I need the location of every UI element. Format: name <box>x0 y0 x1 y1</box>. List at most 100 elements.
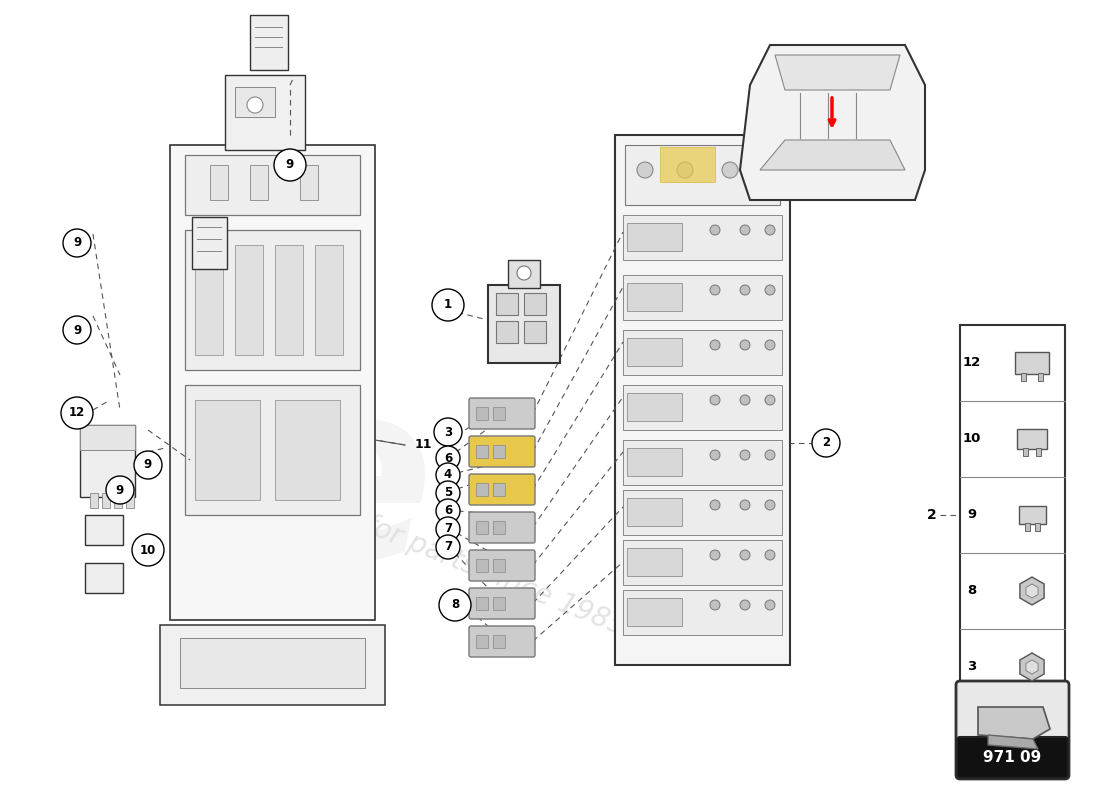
FancyBboxPatch shape <box>195 245 223 355</box>
FancyBboxPatch shape <box>623 215 782 260</box>
FancyBboxPatch shape <box>956 681 1069 779</box>
FancyBboxPatch shape <box>170 145 375 620</box>
FancyBboxPatch shape <box>1019 506 1046 524</box>
FancyBboxPatch shape <box>80 425 135 497</box>
FancyBboxPatch shape <box>476 407 488 420</box>
FancyBboxPatch shape <box>623 330 782 375</box>
FancyBboxPatch shape <box>623 490 782 535</box>
FancyBboxPatch shape <box>493 635 505 648</box>
Polygon shape <box>760 140 905 170</box>
Circle shape <box>637 162 653 178</box>
Text: 6: 6 <box>444 505 452 518</box>
FancyBboxPatch shape <box>476 445 488 458</box>
Circle shape <box>436 463 460 487</box>
FancyBboxPatch shape <box>1023 448 1028 456</box>
Circle shape <box>517 266 531 280</box>
Circle shape <box>274 149 306 181</box>
Text: 10: 10 <box>962 433 981 446</box>
FancyBboxPatch shape <box>469 398 535 429</box>
Text: 3: 3 <box>444 426 452 438</box>
Circle shape <box>106 476 134 504</box>
FancyBboxPatch shape <box>80 425 135 450</box>
Text: 12: 12 <box>69 406 85 419</box>
Circle shape <box>710 450 720 460</box>
FancyBboxPatch shape <box>625 145 780 205</box>
Polygon shape <box>1020 577 1044 605</box>
Circle shape <box>812 429 840 457</box>
FancyBboxPatch shape <box>476 521 488 534</box>
FancyBboxPatch shape <box>85 563 123 593</box>
FancyBboxPatch shape <box>1021 373 1026 381</box>
FancyBboxPatch shape <box>185 155 360 215</box>
FancyBboxPatch shape <box>627 598 682 626</box>
Circle shape <box>436 517 460 541</box>
Text: 5: 5 <box>444 486 452 499</box>
FancyBboxPatch shape <box>469 588 535 619</box>
FancyBboxPatch shape <box>493 559 505 572</box>
FancyBboxPatch shape <box>524 321 546 343</box>
Polygon shape <box>978 707 1050 739</box>
FancyBboxPatch shape <box>235 245 263 355</box>
Circle shape <box>134 451 162 479</box>
FancyBboxPatch shape <box>960 325 1065 705</box>
Text: 3: 3 <box>967 661 977 674</box>
FancyBboxPatch shape <box>493 445 505 458</box>
Circle shape <box>764 600 776 610</box>
Circle shape <box>63 316 91 344</box>
Circle shape <box>132 534 164 566</box>
FancyBboxPatch shape <box>1018 429 1047 449</box>
FancyBboxPatch shape <box>185 385 360 515</box>
FancyBboxPatch shape <box>476 483 488 496</box>
Circle shape <box>676 162 693 178</box>
Text: 2: 2 <box>927 508 937 522</box>
FancyBboxPatch shape <box>1015 352 1049 374</box>
Polygon shape <box>1026 584 1038 598</box>
Text: 2: 2 <box>822 437 830 450</box>
FancyBboxPatch shape <box>1035 523 1040 531</box>
FancyBboxPatch shape <box>957 737 1068 778</box>
FancyBboxPatch shape <box>496 293 518 315</box>
FancyBboxPatch shape <box>493 483 505 496</box>
Text: 12: 12 <box>962 357 981 370</box>
Circle shape <box>439 589 471 621</box>
Circle shape <box>434 418 462 446</box>
Circle shape <box>710 285 720 295</box>
Circle shape <box>710 600 720 610</box>
FancyBboxPatch shape <box>195 400 260 500</box>
Circle shape <box>740 550 750 560</box>
FancyBboxPatch shape <box>469 474 535 505</box>
Circle shape <box>436 481 460 505</box>
FancyBboxPatch shape <box>210 165 228 200</box>
FancyBboxPatch shape <box>1038 373 1043 381</box>
FancyBboxPatch shape <box>1025 523 1030 531</box>
Circle shape <box>740 450 750 460</box>
Circle shape <box>248 97 263 113</box>
Text: 6: 6 <box>444 451 452 465</box>
FancyBboxPatch shape <box>300 165 318 200</box>
FancyBboxPatch shape <box>524 293 546 315</box>
FancyBboxPatch shape <box>90 493 98 508</box>
Text: 8: 8 <box>967 585 977 598</box>
Text: 8: 8 <box>451 598 459 611</box>
FancyBboxPatch shape <box>627 338 682 366</box>
FancyBboxPatch shape <box>493 597 505 610</box>
Text: 9: 9 <box>73 237 81 250</box>
Circle shape <box>710 395 720 405</box>
Circle shape <box>764 395 776 405</box>
FancyBboxPatch shape <box>493 407 505 420</box>
FancyBboxPatch shape <box>315 245 343 355</box>
FancyBboxPatch shape <box>508 260 540 288</box>
Circle shape <box>710 500 720 510</box>
Circle shape <box>764 285 776 295</box>
FancyBboxPatch shape <box>615 135 790 665</box>
FancyBboxPatch shape <box>623 275 782 320</box>
Text: 4: 4 <box>444 469 452 482</box>
FancyBboxPatch shape <box>275 400 340 500</box>
Circle shape <box>764 340 776 350</box>
Circle shape <box>710 340 720 350</box>
FancyBboxPatch shape <box>85 515 123 545</box>
Circle shape <box>764 225 776 235</box>
Circle shape <box>63 229 91 257</box>
Circle shape <box>740 225 750 235</box>
Text: 11: 11 <box>415 438 432 451</box>
